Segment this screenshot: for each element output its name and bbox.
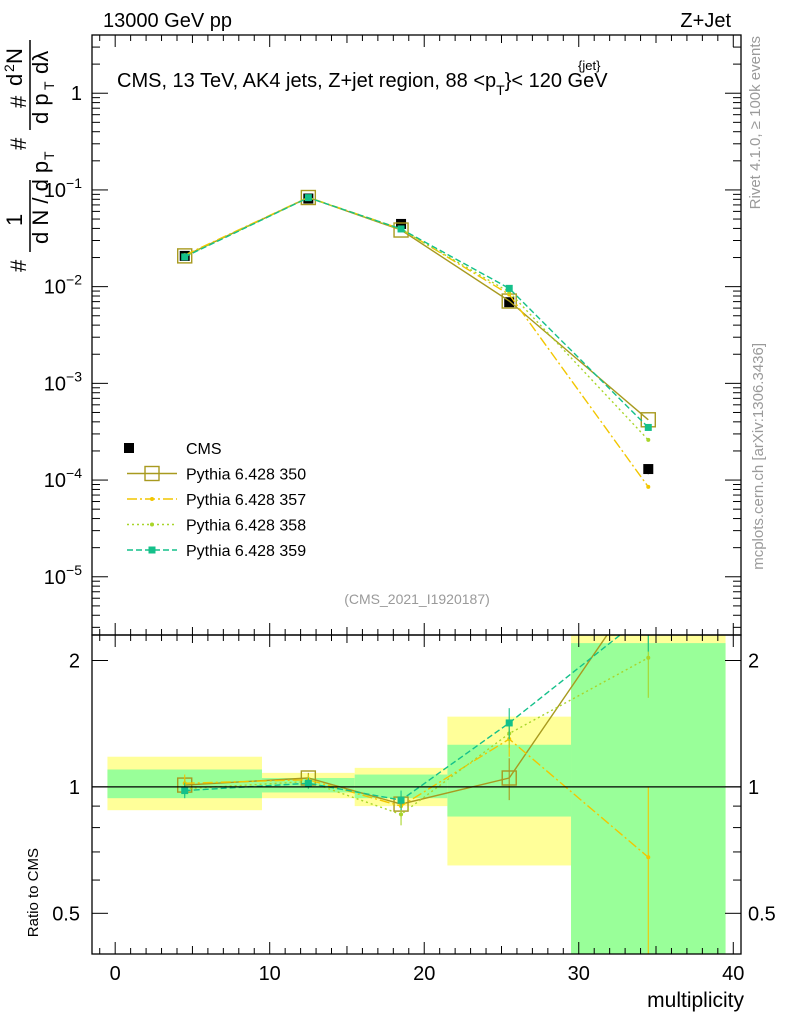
series-3-main-line [184, 196, 649, 428]
legend-label-4: Pythia 6.428 359 [186, 543, 306, 560]
y-main-tick-label-5: 10−5 [44, 562, 82, 589]
chart-title: CMS, 13 TeV, AK4 jets, Z+jet region, 88 … [117, 58, 608, 98]
header-left: 13000 GeV pp [103, 10, 232, 32]
y-main-tick-label-2: 10−2 [44, 272, 82, 299]
y-ratio-tick-label-right-0: 0.5 [748, 903, 776, 925]
svg-text:{jet}: {jet} [578, 58, 601, 73]
svg-text:#: # [6, 137, 31, 150]
series-3-ratio-point-1 [304, 779, 312, 787]
svg-text:T: T [41, 151, 57, 160]
series-3-ratio-point-2 [397, 796, 405, 804]
legend-swatch-marker-1 [144, 465, 160, 482]
y-ratio-tick-label-left-1: 1 [69, 777, 80, 799]
y-ratio-tick-label-right-1: 1 [748, 777, 759, 799]
svg-text:dλ: dλ [28, 51, 53, 74]
x-axis-label: multiplicity [647, 989, 744, 1012]
x-tick-label-3: 30 [568, 963, 590, 985]
svg-text:#: # [6, 259, 31, 272]
legend: CMS Pythia 6.428 350 Pythia 6.428 357 Pythi… [124, 441, 306, 560]
legend-item-4: Pythia 6.428 359 [127, 543, 306, 560]
ratio-bands [107, 635, 726, 954]
series-3-main-point-4 [644, 423, 652, 431]
series-1-ratio-point-4 [646, 855, 651, 860]
axis-ticks: 0 10 20 30 40 1 10−1 10−2 10−3 10−4 10−5 0.5 0.5 1 1 2 2 [44, 34, 776, 985]
legend-item-2: Pythia 6.428 357 [127, 492, 306, 509]
y-axis-label-ratio: Ratio to CMS [25, 848, 42, 937]
svg-text:d: d [2, 74, 27, 86]
series-3-ratio-point-3 [505, 719, 513, 727]
y-main-tick-label-1: 10−1 [44, 175, 82, 202]
data-point-2 [396, 218, 407, 229]
svg-text:N: N [2, 48, 27, 64]
series-0-main-point-0 [177, 248, 193, 264]
legend-swatch-marker-3 [150, 522, 154, 527]
y-main-tick-label-3: 10−3 [44, 368, 82, 395]
data-point-3 [504, 297, 515, 308]
series-1-main-point-4 [646, 484, 651, 489]
series-3-main-point-0 [181, 253, 189, 261]
y-main-tick-label-0: 1 [71, 83, 82, 105]
series-0-ratio-point-3 [501, 770, 517, 786]
series-3-main-point-2 [397, 225, 405, 233]
main-series [177, 189, 656, 489]
series-3-main-point-1 [304, 194, 312, 202]
ratio-series [177, 568, 655, 954]
series-2-main-point-4 [646, 437, 651, 442]
legend-label-1: Pythia 6.428 350 [186, 467, 306, 484]
svg-text:2: 2 [1, 64, 17, 72]
series-3-ratio-point-4 [645, 609, 652, 616]
y-main-tick-label-4: 10−4 [44, 465, 82, 492]
legend-swatch-marker-4 [148, 546, 156, 554]
legend-label-0: CMS [186, 441, 222, 458]
ratio-frame [91, 634, 742, 955]
series-2-ratio-point-4 [646, 655, 651, 660]
header-right: Z+Jet [680, 10, 731, 32]
legend-label-2: Pythia 6.428 357 [186, 492, 306, 509]
svg-text:#: # [6, 95, 31, 108]
mcplots-label: mcplots.cern.ch [arXiv:1306.3436] [750, 343, 767, 570]
svg-text:d N / d p: d N / d p [28, 161, 53, 244]
analysis-id: (CMS_2021_I1920187) [344, 591, 490, 607]
rivet-label: Rivet 4.1.0, ≥ 100k events [747, 36, 764, 209]
series-2-ratio-line [184, 657, 649, 816]
y-ratio-tick-label-left-0: 0.5 [52, 903, 80, 925]
legend-swatch-data [124, 443, 134, 453]
series-0-main-point-1 [300, 189, 317, 206]
svg-text:d p: d p [28, 93, 53, 124]
series-2-main-line [184, 196, 649, 441]
svg-text:1: 1 [2, 214, 27, 226]
x-tick-label-2: 20 [413, 963, 435, 985]
legend-item-3: Pythia 6.428 358 [127, 518, 306, 535]
data-point-4 [643, 464, 654, 475]
series-3-main-point-3 [505, 284, 513, 292]
series-0-ratio-point-4 [641, 568, 655, 582]
legend-item-0: CMS [124, 441, 222, 458]
series-3-ratio-point-0 [181, 787, 189, 795]
x-tick-label-0: 0 [110, 963, 121, 985]
series-0-main-line [184, 196, 649, 421]
x-tick-label-1: 10 [259, 963, 281, 985]
x-tick-label-4: 40 [722, 963, 744, 985]
legend-swatch-marker-2 [150, 497, 154, 501]
svg-text:CMS, 13 TeV, AK4 jets, Z+jet r: CMS, 13 TeV, AK4 jets, Z+jet region, 88 … [117, 70, 608, 98]
legend-label-3: Pythia 6.428 358 [186, 518, 306, 535]
y-ratio-tick-label-left-2: 2 [69, 650, 80, 672]
series-2-ratio-point-2 [399, 812, 404, 817]
series-0-main-point-2 [393, 222, 409, 238]
legend-item-1: Pythia 6.428 350 [127, 465, 306, 484]
y-ratio-tick-label-right-2: 2 [748, 650, 759, 672]
svg-text:T: T [41, 81, 57, 90]
y-axis-label-main: # 1 d N / d p T # # d 2 N d p T dλ [1, 40, 57, 272]
